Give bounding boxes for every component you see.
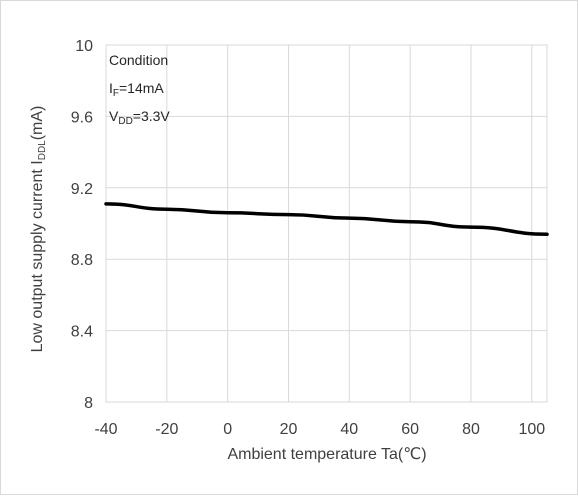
series-layer	[104, 202, 549, 236]
x-tick-label: 100	[518, 421, 545, 438]
x-tick-label: 20	[280, 421, 298, 438]
x-tick-label: 80	[462, 421, 480, 438]
x-tick-label: 60	[401, 421, 419, 438]
plot-area-border	[105, 44, 548, 403]
y-tick-label: 8.4	[71, 324, 93, 341]
annotation-current: IF=14mA	[109, 80, 164, 99]
x-axis-title: Ambient temperature Ta(℃)	[227, 446, 426, 463]
y-tick-label: 9.2	[71, 181, 93, 198]
y-tick-label: 8	[84, 395, 93, 412]
annotation-title: Condition	[109, 52, 168, 68]
y-tick-label: 10	[75, 38, 93, 55]
y-axis-title: Low output supply current IDDL(mA)	[29, 106, 48, 353]
x-tick-label: 0	[223, 421, 232, 438]
x-tick-label: -20	[155, 421, 178, 438]
y-tick-label: 8.8	[71, 252, 93, 269]
x-tick-label: 40	[340, 421, 358, 438]
axis-layer: 8 8.4 8.8 9.2 9.6 10 -40 -20 0 20 40 60 80 100	[71, 38, 545, 438]
grid-layer	[105, 44, 548, 403]
y-tick-label: 9.6	[71, 109, 93, 126]
series-line	[104, 202, 549, 236]
annotation-voltage: VDD=3.3V	[109, 108, 170, 127]
x-tick-label: -40	[94, 421, 117, 438]
condition-annotation: Condition IF=14mA VDD=3.3V	[109, 52, 170, 127]
